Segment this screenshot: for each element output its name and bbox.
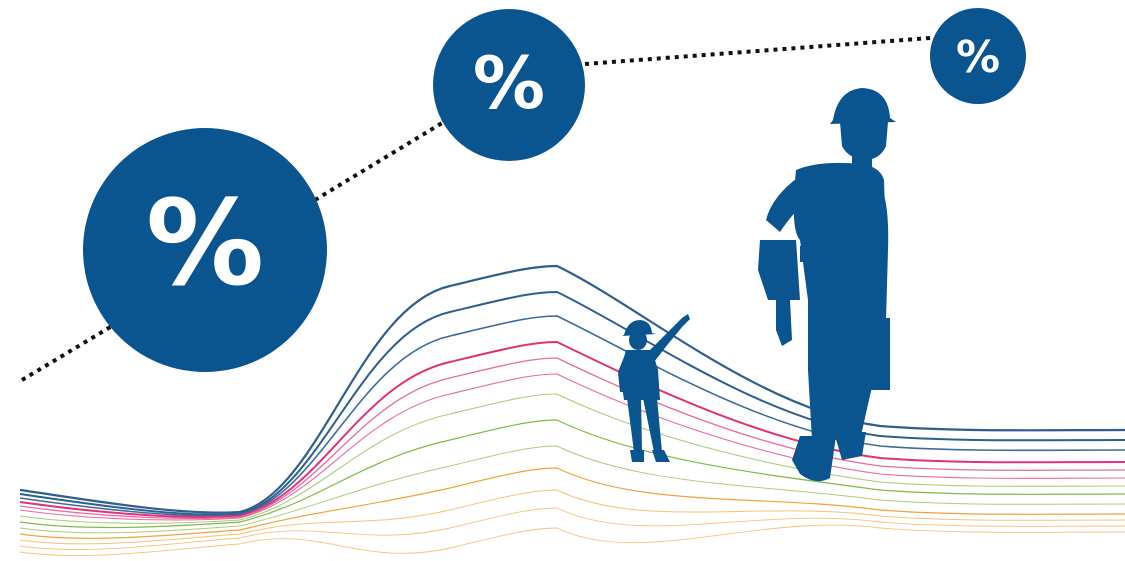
wave-line-5 — [19, 357, 1125, 520]
percent-badge-medium: % — [433, 9, 585, 161]
wave-line-6 — [19, 373, 1125, 521]
percent-badge-medium-text: % — [473, 41, 545, 125]
worker-toolbelt-icon — [758, 88, 896, 482]
wave-line-8 — [19, 419, 1125, 529]
wave-line-7 — [19, 393, 1125, 524]
percent-badge-small: % — [930, 8, 1026, 104]
wave-line-12 — [19, 507, 1125, 550]
wave-line-4 — [19, 340, 1125, 519]
wave-line-13 — [19, 524, 1125, 556]
wave-line-10 — [19, 467, 1125, 539]
percent-badge-small-text: % — [956, 32, 1000, 83]
wave-line-3 — [19, 315, 1125, 517]
wave-line-11 — [19, 489, 1125, 545]
percent-badge-large: % — [83, 128, 327, 372]
percent-badge-large-text: % — [146, 174, 264, 312]
worker-pointing-icon — [618, 314, 690, 462]
dotted-connector — [20, 36, 931, 382]
wave-line-2 — [19, 290, 1125, 516]
wave-lines — [19, 264, 1125, 556]
wave-line-9 — [19, 445, 1125, 534]
wave-line-1 — [19, 264, 1125, 514]
